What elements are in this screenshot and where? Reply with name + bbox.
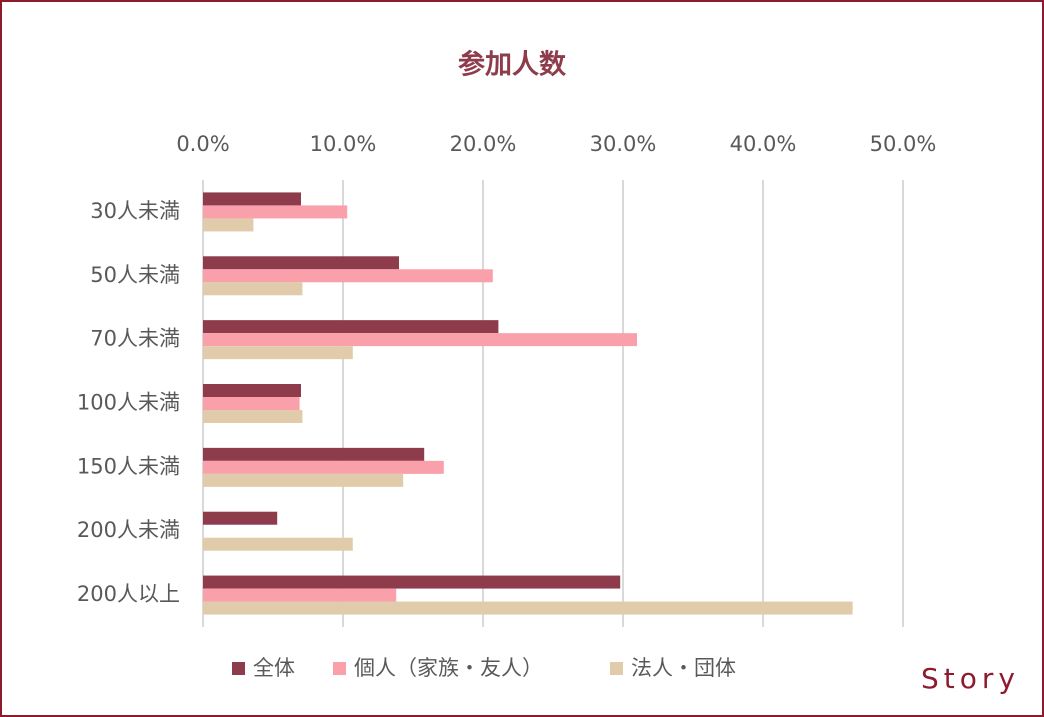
bar bbox=[203, 460, 444, 474]
y-tick-label: 70人未満 bbox=[90, 327, 180, 351]
y-tick-label: 100人未満 bbox=[77, 391, 180, 415]
bar bbox=[203, 320, 499, 334]
legend-label: 個人（家族・友人） bbox=[354, 656, 543, 680]
legend-label: 全体 bbox=[253, 656, 295, 680]
bar bbox=[203, 256, 399, 270]
x-tick-label: 10.0% bbox=[310, 132, 377, 156]
bar bbox=[203, 346, 353, 360]
y-tick-label: 50人未満 bbox=[90, 263, 180, 287]
bar bbox=[203, 410, 303, 423]
bar bbox=[203, 397, 300, 410]
y-tick-label: 200人未満 bbox=[77, 518, 180, 542]
bar bbox=[203, 575, 621, 589]
bar bbox=[203, 473, 404, 487]
legend-label: 法人・団体 bbox=[631, 656, 736, 680]
x-tick-label: 40.0% bbox=[730, 132, 797, 156]
bar bbox=[203, 218, 254, 232]
bar bbox=[203, 601, 853, 615]
bar bbox=[203, 333, 637, 347]
bar bbox=[203, 588, 397, 602]
bar bbox=[203, 205, 348, 219]
bar bbox=[203, 511, 278, 525]
x-tick-label: 30.0% bbox=[590, 132, 657, 156]
legend-swatch bbox=[232, 662, 245, 675]
bar bbox=[203, 447, 425, 461]
y-tick-label: 200人以上 bbox=[77, 582, 180, 606]
bar bbox=[203, 384, 301, 397]
bar bbox=[203, 537, 353, 551]
bar bbox=[203, 192, 301, 206]
y-tick-label: 150人未満 bbox=[77, 454, 180, 478]
bar bbox=[203, 269, 493, 283]
x-tick-label: 0.0% bbox=[176, 132, 229, 156]
x-tick-label: 20.0% bbox=[450, 132, 517, 156]
legend-swatch bbox=[610, 662, 623, 675]
y-tick-label: 30人未満 bbox=[90, 199, 180, 223]
x-tick-label: 50.0% bbox=[870, 132, 937, 156]
legend-swatch bbox=[333, 662, 346, 675]
bar bbox=[203, 282, 303, 296]
brand-logo: Story bbox=[921, 662, 1020, 695]
chart-title: 参加人数 bbox=[458, 49, 567, 81]
